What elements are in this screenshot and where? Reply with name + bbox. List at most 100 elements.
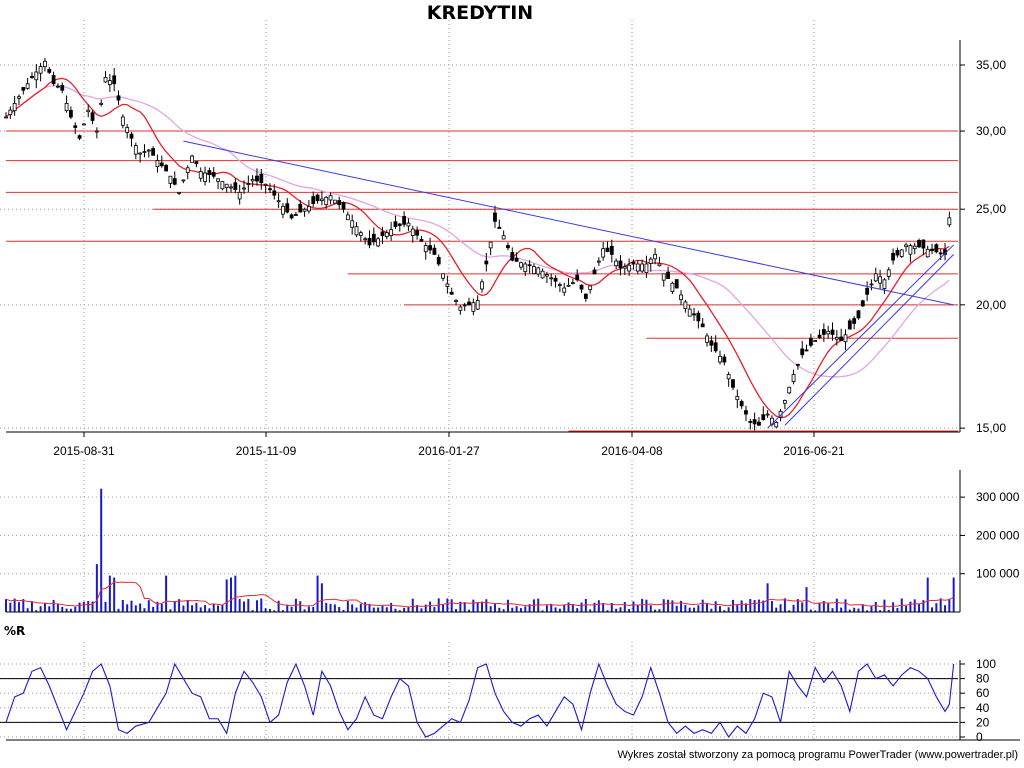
candle-body	[722, 356, 727, 363]
volume-bar	[450, 599, 453, 612]
volume-bar	[13, 598, 16, 612]
candle-body	[886, 269, 891, 277]
volume-bar	[757, 599, 760, 612]
candle-body	[592, 269, 597, 275]
candle-body	[172, 178, 177, 185]
candle-body	[878, 276, 883, 284]
candle-body	[371, 233, 376, 243]
candle-body	[804, 349, 809, 352]
candle-body	[865, 287, 870, 295]
candle-body	[402, 216, 407, 225]
candle-body	[458, 306, 463, 311]
candle-body	[596, 260, 601, 263]
volume-bar	[874, 601, 877, 612]
candle-body	[311, 196, 316, 204]
candle-body	[471, 302, 476, 312]
volume-bar	[290, 606, 293, 612]
volume-bar	[468, 609, 471, 612]
candle-body	[51, 75, 56, 85]
candle-body	[441, 273, 445, 279]
volume-bar	[701, 599, 704, 612]
volume-bar	[52, 599, 55, 612]
candle-body	[21, 87, 26, 91]
volume-bar	[584, 598, 587, 612]
price-x-tick-label: 2016-01-27	[418, 444, 480, 458]
candle-body	[185, 167, 190, 173]
candle-body	[419, 238, 424, 242]
candle-body	[618, 260, 623, 269]
volume-bar	[152, 606, 155, 612]
volume-bar	[273, 610, 276, 612]
candle-body	[588, 285, 593, 291]
volume-bar	[9, 602, 12, 612]
candle-body	[250, 178, 255, 182]
volume-bar	[191, 605, 194, 612]
candle-body	[735, 396, 740, 401]
volume-bar	[429, 601, 432, 612]
price-x-tick-label: 2016-06-21	[783, 444, 845, 458]
volume-bar	[792, 604, 795, 612]
volume-bar	[65, 608, 68, 612]
candle-body	[493, 212, 497, 222]
candle-body	[298, 203, 303, 213]
candle-body	[757, 421, 761, 426]
candle-body	[744, 410, 748, 415]
candle-body	[216, 178, 220, 182]
candle-body	[683, 301, 688, 309]
volume-bar	[688, 607, 691, 612]
williams-r-y-tick-label: 60	[976, 686, 990, 700]
candle-body	[925, 248, 930, 258]
volume-bar	[654, 609, 657, 612]
price-x-tick-label: 2015-08-31	[53, 444, 115, 458]
williams-r-series-line	[5, 662, 955, 738]
candle-body	[674, 279, 679, 289]
volume-bar	[260, 598, 263, 612]
candle-body	[631, 262, 636, 265]
volume-bar	[537, 598, 540, 612]
candle-body	[895, 250, 900, 256]
candle-body	[406, 222, 411, 227]
volume-bar	[74, 606, 77, 612]
volume-bar	[160, 603, 163, 612]
candle-body	[501, 235, 506, 240]
williams-r-y-tick-label: 100	[976, 657, 996, 671]
candle-body	[259, 173, 264, 184]
volume-bar	[667, 599, 670, 612]
volume-bar	[892, 602, 895, 612]
williams-r-grid	[0, 642, 958, 740]
candle-body	[142, 151, 147, 153]
volume-bar	[918, 603, 921, 612]
volume-bar	[286, 604, 289, 612]
candle-body	[207, 170, 212, 176]
trendline	[183, 140, 954, 306]
candle-body	[415, 230, 419, 236]
candle-body	[475, 300, 480, 310]
volume-bar	[952, 577, 955, 612]
volume-bar	[944, 605, 947, 612]
candle-body	[315, 194, 320, 202]
candle-body	[462, 304, 467, 307]
volume-bar	[390, 602, 393, 612]
volume-bar	[887, 609, 890, 612]
candle-body	[739, 401, 744, 407]
volume-bar	[316, 575, 319, 612]
volume-bar	[662, 599, 665, 612]
candle-body	[384, 232, 389, 237]
candle-body	[47, 69, 52, 73]
candle-body	[713, 342, 718, 352]
candle-body	[428, 245, 432, 251]
candle-body	[328, 195, 333, 201]
candle-body	[181, 179, 186, 182]
volume-bar	[571, 604, 574, 612]
volume-bar	[48, 606, 51, 612]
candle-body	[748, 421, 753, 423]
candle-body	[289, 214, 294, 219]
candle-body	[614, 260, 619, 267]
volume-bar	[342, 609, 345, 612]
candle-body	[536, 267, 541, 275]
volume-bar	[463, 602, 466, 612]
volume-bar	[351, 604, 354, 612]
candle-body	[843, 334, 848, 343]
volume-bar	[779, 604, 782, 612]
candle-body	[242, 187, 246, 190]
